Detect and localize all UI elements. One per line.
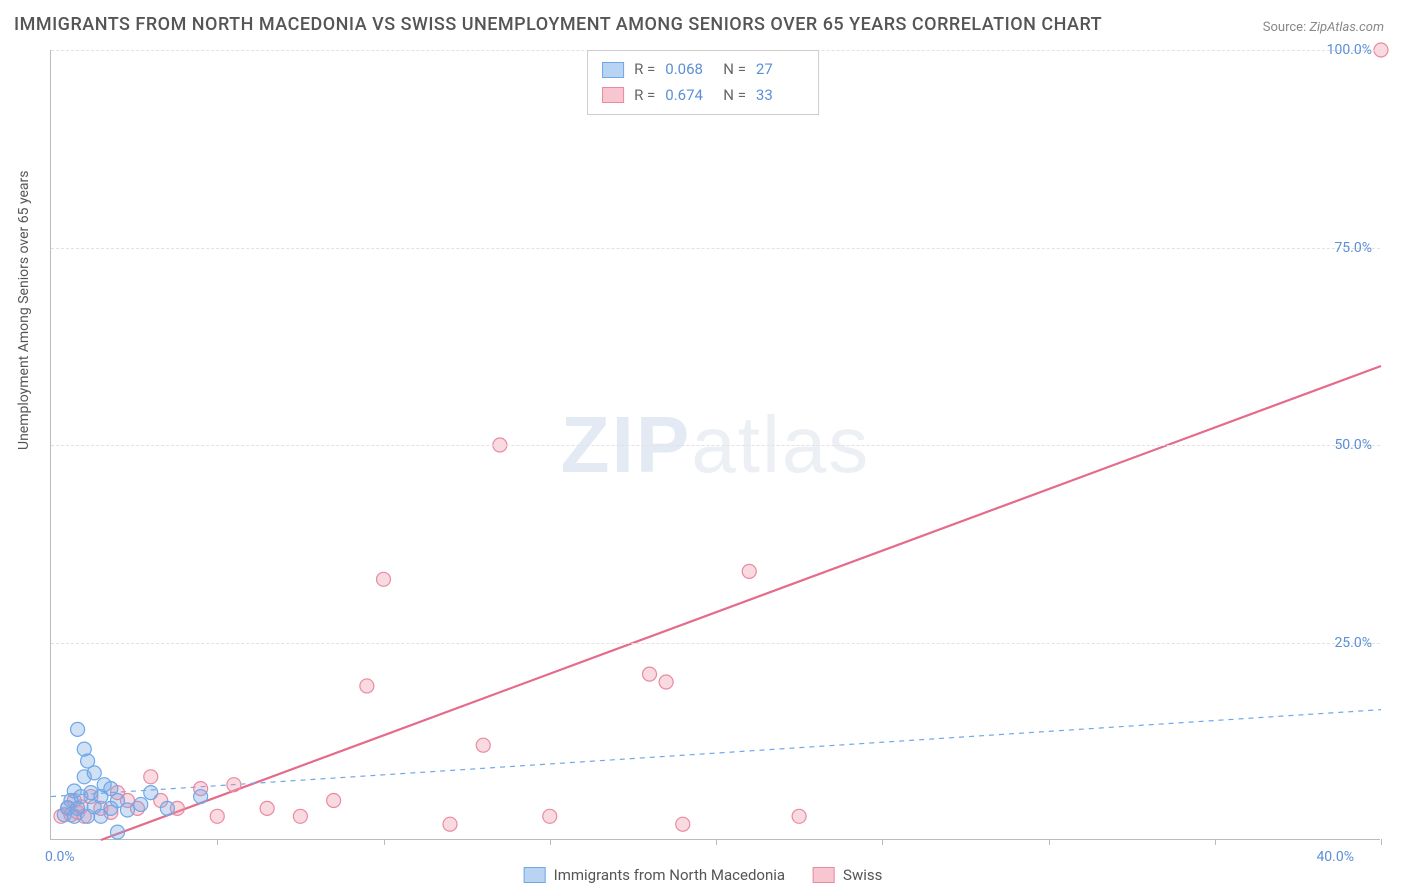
r-value-blue: 0.068 bbox=[665, 57, 713, 83]
y-tick-label: 25.0% bbox=[1334, 635, 1372, 651]
data-point bbox=[227, 778, 241, 792]
x-axis-min-label: 0.0% bbox=[45, 849, 75, 865]
data-point bbox=[659, 675, 673, 689]
data-point bbox=[293, 809, 307, 823]
data-point bbox=[134, 797, 148, 811]
data-point bbox=[742, 564, 756, 578]
y-tick-label: 100.0% bbox=[1327, 42, 1372, 58]
data-point bbox=[111, 825, 125, 839]
x-tick-mark bbox=[882, 839, 883, 845]
data-point bbox=[120, 803, 134, 817]
legend-label-blue: Immigrants from North Macedonia bbox=[554, 866, 785, 884]
swatch-blue-icon bbox=[602, 62, 624, 78]
source-attribution: Source: ZipAtlas.com bbox=[1263, 20, 1384, 35]
n-value-blue: 27 bbox=[756, 57, 804, 83]
n-label: N = bbox=[723, 57, 746, 83]
data-point bbox=[160, 801, 174, 815]
y-tick-label: 75.0% bbox=[1334, 240, 1372, 256]
data-point bbox=[360, 679, 374, 693]
gridline bbox=[51, 248, 1380, 249]
data-point bbox=[643, 667, 657, 681]
x-tick-mark bbox=[1381, 839, 1382, 845]
data-point bbox=[260, 801, 274, 815]
stats-row-pink: R = 0.674 N = 33 bbox=[602, 83, 804, 109]
x-tick-mark bbox=[550, 839, 551, 845]
gridline bbox=[51, 445, 1380, 446]
data-point bbox=[543, 809, 557, 823]
data-point bbox=[443, 817, 457, 831]
x-tick-mark bbox=[1049, 839, 1050, 845]
x-axis-max-label: 40.0% bbox=[1316, 849, 1354, 865]
x-tick-mark bbox=[1215, 839, 1216, 845]
data-point bbox=[144, 770, 158, 784]
r-label-2: R = bbox=[634, 83, 655, 109]
trend-line bbox=[101, 366, 1381, 840]
plot-area: ZIPatlas 0.0% 40.0% 25.0%50.0%75.0%100.0… bbox=[50, 50, 1380, 840]
legend-item-blue: Immigrants from North Macedonia bbox=[524, 866, 785, 884]
x-tick-mark bbox=[716, 839, 717, 845]
source-label: Source: bbox=[1263, 20, 1306, 35]
legend-item-pink: Swiss bbox=[813, 866, 882, 884]
stats-row-blue: R = 0.068 N = 27 bbox=[602, 57, 804, 83]
legend-swatch-pink-icon bbox=[813, 867, 835, 883]
r-label: R = bbox=[634, 57, 655, 83]
data-point bbox=[676, 817, 690, 831]
gridline bbox=[51, 643, 1380, 644]
data-point bbox=[327, 794, 341, 808]
n-label-2: N = bbox=[723, 83, 746, 109]
legend-swatch-blue-icon bbox=[524, 867, 546, 883]
data-point bbox=[87, 766, 101, 780]
data-point bbox=[792, 809, 806, 823]
data-point bbox=[377, 572, 391, 586]
stats-legend: R = 0.068 N = 27 R = 0.674 N = 33 bbox=[587, 50, 819, 115]
chart-title: IMMIGRANTS FROM NORTH MACEDONIA VS SWISS… bbox=[14, 14, 1102, 35]
bottom-legend: Immigrants from North Macedonia Swiss bbox=[524, 866, 883, 884]
data-point bbox=[194, 790, 208, 804]
y-tick-label: 50.0% bbox=[1334, 437, 1372, 453]
x-tick-mark bbox=[217, 839, 218, 845]
legend-label-pink: Swiss bbox=[843, 866, 882, 884]
n-value-pink: 33 bbox=[756, 83, 804, 109]
y-axis-label: Unemployment Among Seniors over 65 years bbox=[16, 171, 32, 451]
data-point bbox=[210, 809, 224, 823]
x-tick-mark bbox=[384, 839, 385, 845]
swatch-pink-icon bbox=[602, 87, 624, 103]
data-point bbox=[476, 738, 490, 752]
r-value-pink: 0.674 bbox=[665, 83, 713, 109]
data-point bbox=[144, 786, 158, 800]
source-value: ZipAtlas.com bbox=[1309, 20, 1384, 35]
data-point bbox=[71, 722, 85, 736]
